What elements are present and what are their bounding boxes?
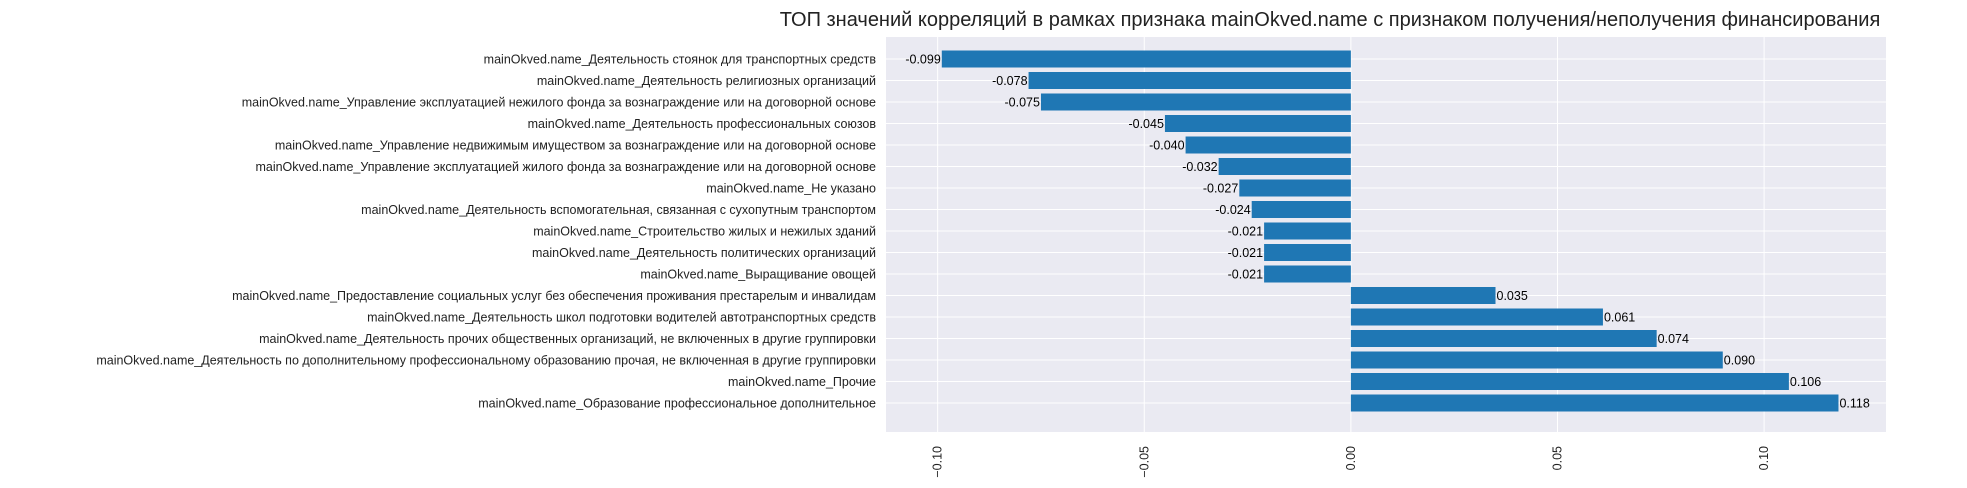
bar: [1040, 93, 1351, 111]
category-label: mainOkved.name_Прочие: [728, 375, 876, 389]
bar-value-label: -0.021: [1228, 268, 1263, 282]
bar: [1239, 179, 1351, 197]
category-label: mainOkved.name_Деятельность стоянок для …: [484, 53, 877, 67]
bar-value-label: 0.074: [1658, 332, 1689, 346]
bar-value-label: -0.021: [1228, 246, 1263, 260]
category-label: mainOkved.name_Строительство жилых и неж…: [533, 225, 876, 239]
x-tick-label: −0.10: [931, 446, 945, 478]
chart-title: ТОП значений корреляций в рамках признак…: [780, 9, 1881, 31]
bar: [1264, 265, 1351, 283]
x-tick-label: 0.10: [1757, 446, 1771, 470]
bar: [1028, 72, 1351, 89]
bar: [1350, 308, 1603, 326]
bar-value-label: -0.027: [1203, 182, 1238, 196]
bar-value-label: 0.118: [1839, 397, 1869, 411]
bar: [1218, 158, 1351, 175]
category-label: mainOkved.name_Деятельность профессионал…: [528, 117, 877, 131]
bar-value-label: -0.099: [905, 53, 940, 67]
category-label: mainOkved.name_Управление эксплуатацией …: [242, 96, 876, 110]
category-label: mainOkved.name_Не указано: [706, 182, 876, 196]
bar: [941, 50, 1351, 68]
bar: [1350, 351, 1723, 369]
category-label: mainOkved.name_Деятельность школ подгото…: [367, 311, 876, 325]
bars: -0.099 -0.078 -0.075 -0.045 -0.040 -0.032 -0.0…: [905, 50, 1870, 412]
category-label: mainOkved.name_Образование профессиональ…: [478, 397, 876, 411]
bar: [1185, 136, 1351, 154]
category-label: mainOkved.name_Выращивание овощей: [640, 268, 876, 282]
bar-value-label: -0.078: [992, 74, 1027, 88]
category-label: mainOkved.name_Деятельность вспомогатель…: [361, 203, 876, 217]
bar: [1350, 287, 1496, 304]
bar: [1350, 330, 1657, 347]
bar-value-label: -0.032: [1182, 160, 1217, 174]
x-tick-labels: −0.10 −0.05 0.00 0.05 0.10: [931, 446, 1771, 478]
category-label: mainOkved.name_Предоставление социальных…: [232, 289, 876, 303]
bar-value-label: 0.061: [1604, 311, 1635, 325]
bar: [1264, 222, 1351, 240]
x-tick-label: −0.05: [1137, 446, 1151, 478]
bar: [1350, 373, 1789, 390]
bar-value-label: -0.021: [1228, 225, 1263, 239]
category-label: mainOkved.name_Деятельность религиозных …: [537, 74, 876, 88]
x-tick-label: 0.00: [1344, 446, 1358, 470]
bar: [1251, 201, 1351, 218]
bar-value-label: -0.024: [1215, 203, 1250, 217]
category-labels: mainOkved.name_Деятельность стоянок для …: [96, 53, 876, 411]
x-tick-label: 0.05: [1550, 446, 1564, 470]
bar-value-label: -0.040: [1149, 139, 1184, 153]
bar-value-label: -0.045: [1128, 117, 1163, 131]
bar-value-label: 0.035: [1497, 289, 1528, 303]
category-label: mainOkved.name_Управление недвижимым иму…: [275, 139, 876, 153]
category-label: mainOkved.name_Деятельность прочих общес…: [259, 332, 876, 346]
bar: [1164, 115, 1351, 132]
category-label: mainOkved.name_Управление эксплуатацией …: [255, 160, 876, 174]
bar: [1264, 244, 1351, 261]
category-label: mainOkved.name_Деятельность по дополните…: [96, 354, 876, 368]
bar-value-label: 0.106: [1790, 375, 1821, 389]
bar-value-label: 0.090: [1724, 354, 1755, 368]
category-label: mainOkved.name_Деятельность политических…: [532, 246, 876, 260]
bar: [1350, 394, 1839, 412]
bar-value-label: -0.075: [1005, 96, 1040, 110]
